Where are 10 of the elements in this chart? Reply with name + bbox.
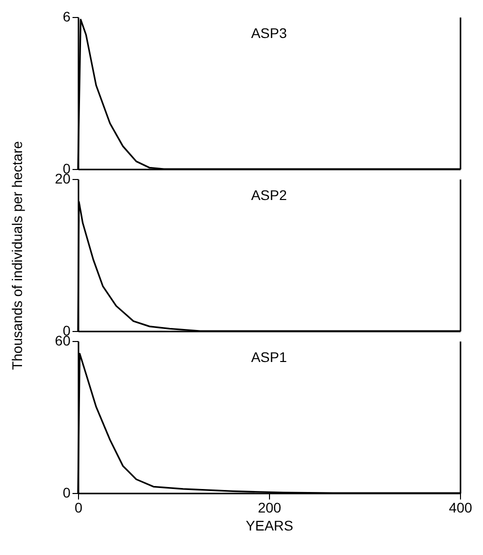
x-tick-label: 400 (448, 500, 472, 516)
y-tick-label: 6 (62, 8, 71, 24)
y-axis-title: Thousands of individuals per hectare (8, 140, 25, 370)
text: ASP2 (251, 187, 288, 203)
text: ASP1 (251, 349, 288, 365)
x-tick-label: 200 (258, 500, 282, 516)
x-tick-label: 0 (74, 500, 83, 516)
x-axis-title: YEARS (246, 518, 294, 534)
text: ASP3 (251, 25, 288, 41)
y-tick-label: 0 (62, 484, 71, 500)
